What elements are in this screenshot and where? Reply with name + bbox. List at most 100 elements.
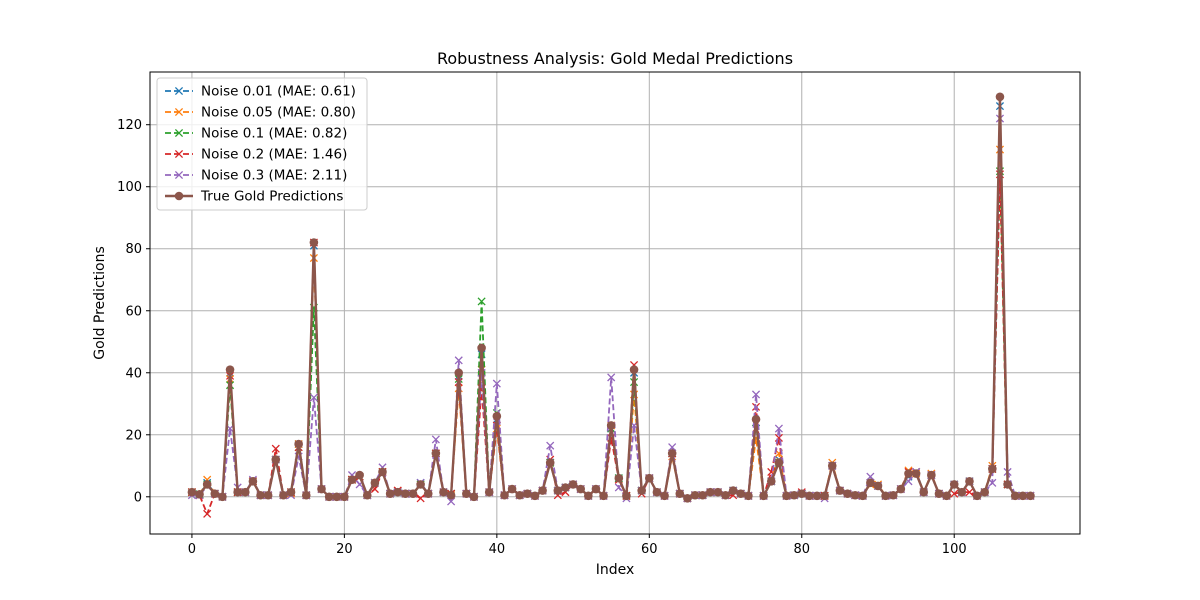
y-tick-label: 100 bbox=[117, 180, 142, 195]
data-point bbox=[492, 411, 502, 421]
legend-label: Noise 0.3 (MAE: 2.11) bbox=[201, 168, 347, 184]
data-point bbox=[416, 494, 425, 503]
legend-label: True Gold Predictions bbox=[200, 189, 343, 205]
data-point bbox=[896, 484, 906, 494]
data-point bbox=[477, 297, 486, 306]
data-point bbox=[248, 476, 258, 486]
data-point bbox=[911, 469, 921, 478]
data-point bbox=[683, 494, 692, 503]
legend-swatch-marker bbox=[174, 128, 184, 138]
data-point bbox=[789, 490, 799, 500]
data-point bbox=[324, 492, 334, 502]
data-point bbox=[881, 491, 890, 501]
data-point bbox=[1010, 491, 1020, 501]
data-point bbox=[812, 491, 822, 501]
data-point bbox=[850, 490, 860, 500]
data-point bbox=[256, 490, 265, 500]
data-point bbox=[888, 490, 898, 500]
x-axis-label: Index bbox=[596, 562, 635, 578]
data-point bbox=[934, 489, 944, 498]
data-point bbox=[949, 480, 959, 489]
data-point bbox=[401, 489, 410, 498]
data-point bbox=[385, 489, 395, 498]
data-point bbox=[774, 424, 783, 433]
data-point bbox=[523, 489, 532, 498]
data-point bbox=[957, 487, 967, 497]
data-point bbox=[1003, 480, 1012, 489]
legend-box bbox=[156, 77, 368, 211]
data-point bbox=[858, 491, 868, 501]
data-point bbox=[705, 487, 715, 497]
data-point bbox=[942, 491, 951, 501]
y-tick-label: 80 bbox=[125, 242, 142, 257]
data-point bbox=[286, 487, 296, 497]
data-point bbox=[782, 491, 791, 501]
data-point bbox=[462, 489, 471, 498]
data-point bbox=[599, 491, 608, 501]
data-point bbox=[553, 486, 563, 495]
y-axis-label: Gold Predictions bbox=[92, 246, 108, 359]
data-point bbox=[317, 484, 326, 494]
data-point bbox=[652, 487, 662, 497]
data-point bbox=[309, 238, 319, 247]
data-point bbox=[988, 478, 997, 487]
data-point bbox=[538, 486, 547, 495]
data-point bbox=[576, 484, 585, 494]
data-point bbox=[431, 449, 441, 458]
data-point bbox=[378, 467, 387, 477]
data-point bbox=[904, 469, 913, 478]
data-point bbox=[637, 486, 646, 495]
x-tick-label: 20 bbox=[336, 542, 353, 557]
data-point bbox=[827, 461, 837, 471]
data-point bbox=[218, 492, 227, 502]
axis-ticks: 0 20 40 60 80 100 0 20 40 60 80 100 120 bbox=[117, 118, 966, 557]
data-point bbox=[240, 487, 250, 497]
y-tick-label: 120 bbox=[117, 118, 142, 133]
data-point bbox=[675, 489, 685, 498]
y-tick-label: 40 bbox=[125, 366, 142, 381]
data-point bbox=[965, 476, 974, 486]
legend-swatch-marker bbox=[174, 170, 184, 180]
data-point bbox=[203, 509, 212, 518]
data-point bbox=[225, 365, 235, 374]
data-point bbox=[454, 368, 464, 378]
data-point bbox=[408, 489, 418, 498]
data-point bbox=[568, 480, 578, 489]
data-point bbox=[713, 487, 723, 497]
data-point bbox=[492, 379, 501, 388]
data-point bbox=[820, 491, 829, 501]
legend-swatch-marker bbox=[174, 191, 184, 201]
data-point bbox=[309, 393, 318, 402]
chart-title: Robustness Analysis: Gold Medal Predicti… bbox=[437, 49, 793, 68]
data-point bbox=[263, 490, 273, 500]
data-point bbox=[606, 421, 616, 430]
data-point bbox=[187, 487, 197, 497]
data-point bbox=[416, 480, 425, 489]
data-point bbox=[797, 489, 807, 498]
data-point bbox=[431, 435, 440, 444]
y-tick-label: 0 bbox=[134, 490, 142, 505]
data-point bbox=[614, 473, 624, 483]
data-point bbox=[698, 490, 707, 500]
data-point bbox=[607, 373, 616, 382]
data-point bbox=[279, 490, 288, 500]
data-point bbox=[362, 490, 372, 500]
data-point bbox=[866, 478, 875, 488]
data-point bbox=[751, 402, 761, 411]
plot-frame bbox=[149, 71, 1081, 535]
data-point bbox=[423, 489, 433, 498]
data-point bbox=[210, 489, 220, 498]
data-point bbox=[584, 491, 593, 501]
data-point bbox=[446, 490, 456, 500]
data-point bbox=[447, 497, 456, 506]
data-point bbox=[393, 487, 403, 497]
data-point bbox=[530, 491, 540, 501]
data-point bbox=[721, 490, 730, 500]
data-point bbox=[950, 489, 959, 498]
data-point bbox=[507, 484, 517, 494]
data-point bbox=[477, 343, 486, 353]
y-tick-label: 20 bbox=[125, 428, 142, 443]
data-point bbox=[294, 439, 303, 449]
data-point bbox=[744, 491, 753, 501]
data-point bbox=[271, 444, 280, 453]
